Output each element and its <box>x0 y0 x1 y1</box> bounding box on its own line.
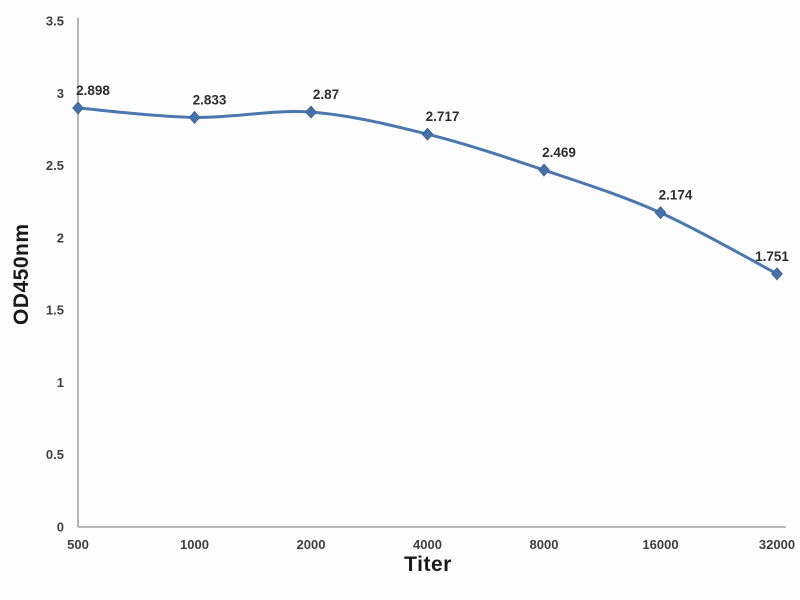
x-tick-label: 16000 <box>642 537 678 552</box>
y-tick-label: 0 <box>57 520 64 535</box>
y-tick-label: 3 <box>57 86 64 101</box>
y-tick-label: 2 <box>57 230 64 245</box>
data-point-marker <box>72 101 84 115</box>
data-point-label: 2.717 <box>426 109 460 124</box>
data-point-marker <box>188 110 201 124</box>
y-tick-label: 1 <box>57 375 64 390</box>
data-point-marker <box>421 127 434 141</box>
data-point-label: 2.87 <box>313 87 339 102</box>
y-tick-label: 0.5 <box>46 447 64 462</box>
y-tick-label: 1.5 <box>46 303 64 318</box>
data-point-marker <box>305 105 317 119</box>
data-point-marker <box>771 267 783 281</box>
x-tick-label: 4000 <box>413 537 442 552</box>
x-tick-label: 32000 <box>759 537 795 552</box>
data-point-label: 2.469 <box>542 145 576 160</box>
data-point-marker <box>654 206 667 220</box>
data-point-label: 2.174 <box>659 188 693 203</box>
x-tick-label: 2000 <box>297 537 326 552</box>
data-point-label: 2.898 <box>76 83 110 98</box>
data-point-label: 1.751 <box>755 249 789 264</box>
data-point-marker <box>538 163 550 177</box>
x-axis-title: Titer <box>404 553 452 576</box>
y-axis-title: OD450nm <box>10 223 33 325</box>
y-tick-label: 3.5 <box>46 14 64 29</box>
x-tick-label: 500 <box>67 537 89 552</box>
x-tick-label: 1000 <box>180 537 209 552</box>
x-tick-label: 8000 <box>530 537 559 552</box>
y-tick-label: 2.5 <box>46 158 64 173</box>
data-point-label: 2.833 <box>193 92 227 107</box>
